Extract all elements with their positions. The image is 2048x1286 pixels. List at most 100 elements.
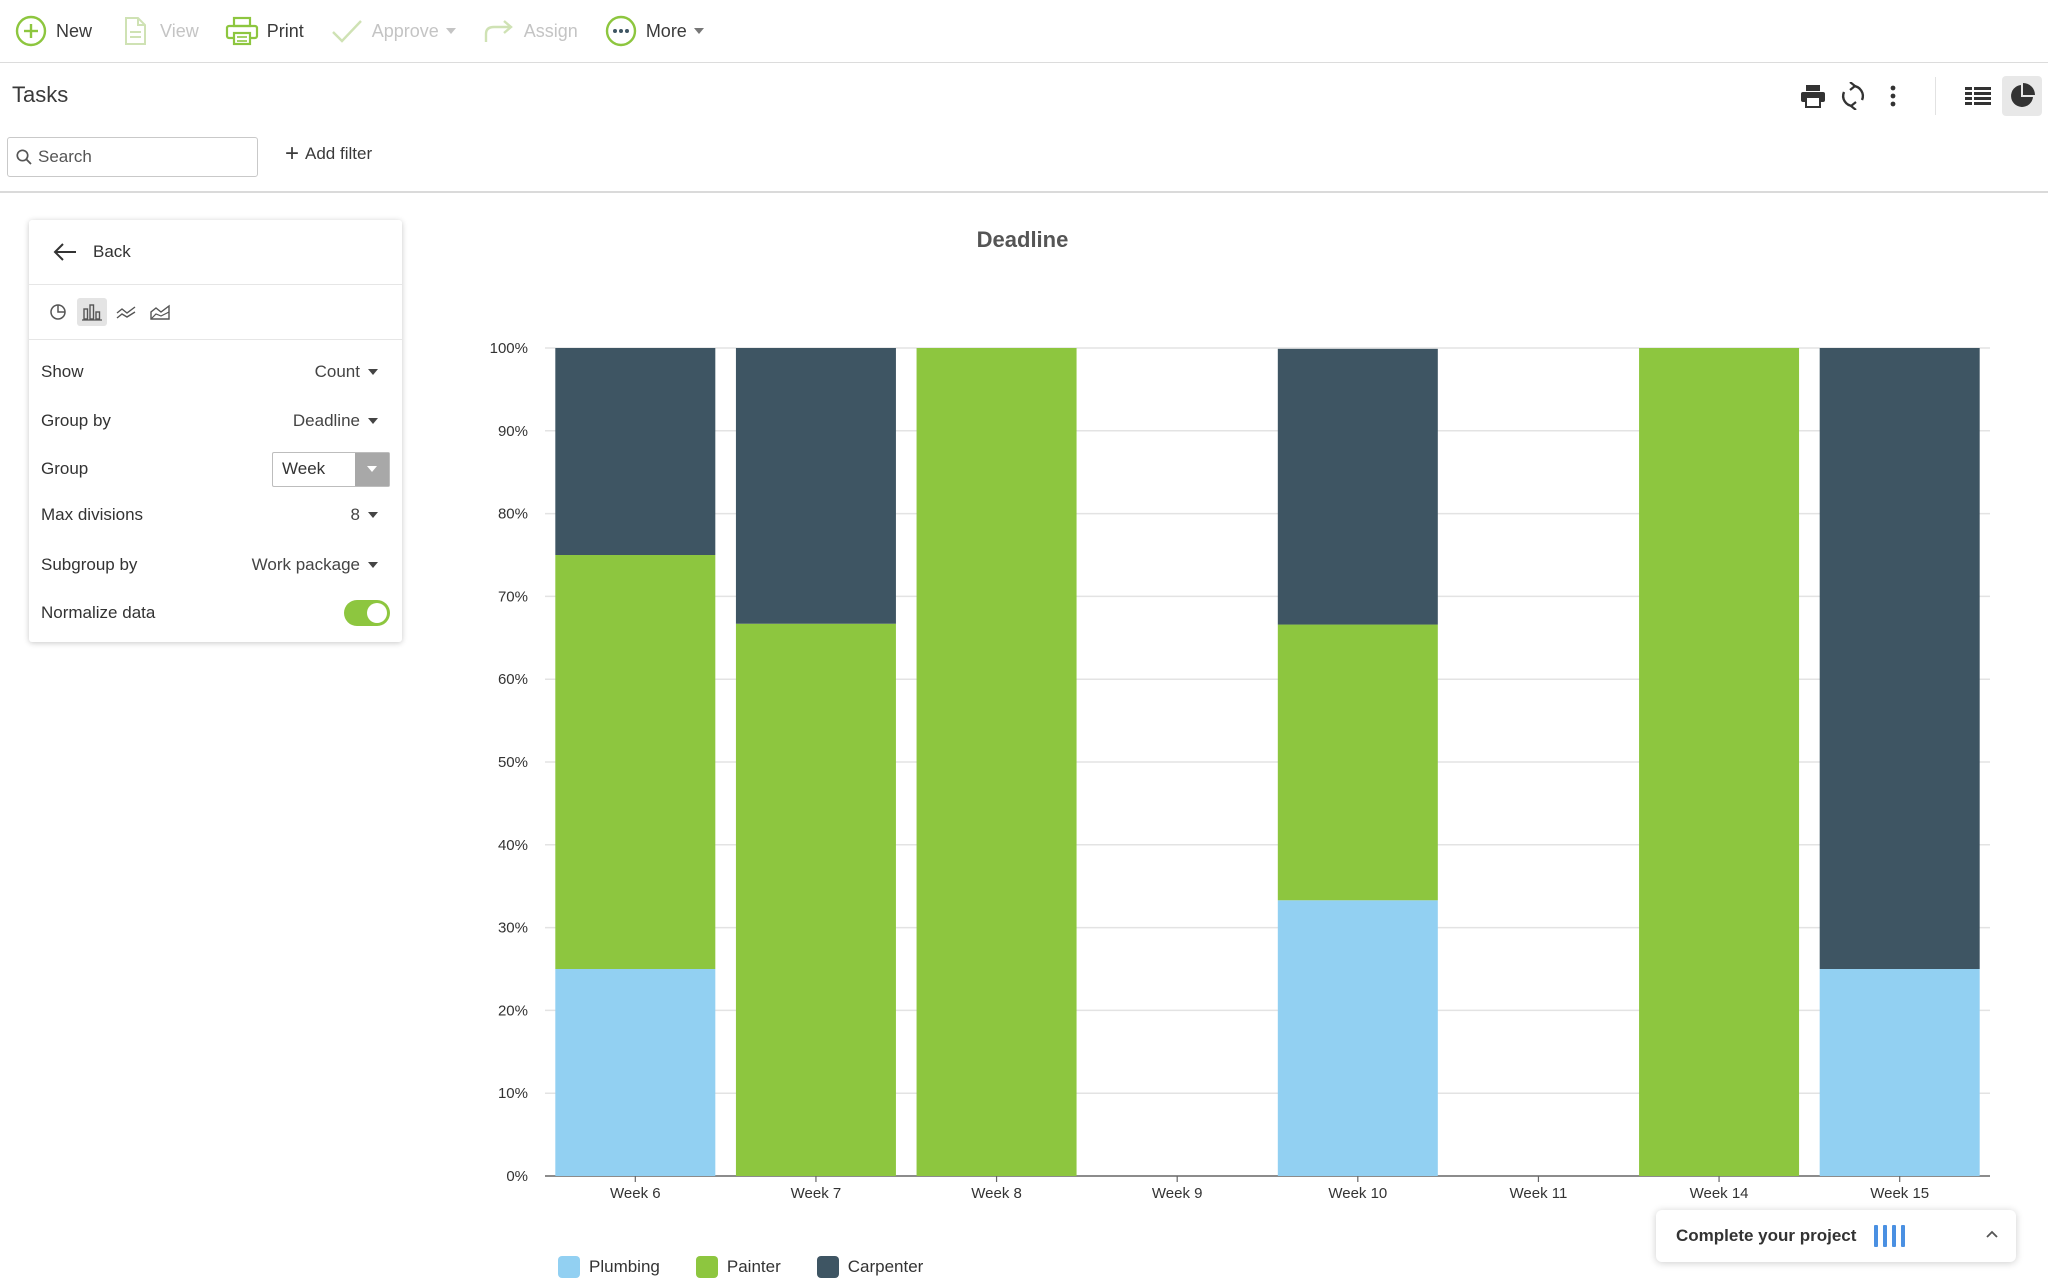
printer-icon <box>1801 85 1825 108</box>
bar-segment <box>735 623 896 1176</box>
page-title: Tasks <box>12 82 69 107</box>
chevron-down-icon <box>693 28 704 34</box>
show-row: Show Count <box>41 357 390 387</box>
y-tick-label: 100% <box>490 340 528 357</box>
vertical-dots-icon <box>1890 85 1896 107</box>
forward-arrow-icon <box>482 14 516 48</box>
line-chart-icon <box>116 306 136 319</box>
search-icon <box>16 149 32 165</box>
group-select[interactable]: Week <box>272 451 390 487</box>
search-input[interactable] <box>38 147 248 167</box>
y-tick-label: 90% <box>498 423 528 440</box>
assign-label: Assign <box>523 20 578 41</box>
y-tick-label: 50% <box>498 754 528 771</box>
plus-circle-icon <box>14 14 48 48</box>
chart-type-bar[interactable] <box>77 298 107 326</box>
assign-button[interactable]: Assign <box>482 11 578 51</box>
list-view-icon <box>1965 87 1991 105</box>
chart-view-button[interactable] <box>2002 76 2042 116</box>
bar-segment <box>555 348 716 555</box>
x-tick-label: Week 15 <box>1870 1185 1929 1202</box>
y-tick-label: 60% <box>498 671 528 688</box>
x-tick-label: Week 8 <box>971 1185 1022 1202</box>
approve-button[interactable]: Approve <box>330 11 456 51</box>
x-tick-label: Week 10 <box>1328 1185 1387 1202</box>
progress-bars-icon <box>1874 1225 1910 1247</box>
header-separator <box>1935 77 1936 115</box>
normalize-label: Normalize data <box>41 603 156 622</box>
bar-segment <box>916 348 1077 1176</box>
chevron-down-icon <box>368 418 378 424</box>
view-button[interactable]: View <box>118 11 199 51</box>
bar-chart-icon <box>82 304 102 321</box>
refresh-button[interactable] <box>1833 76 1873 116</box>
legend-swatch <box>558 1256 580 1278</box>
add-filter-button[interactable]: + Add filter <box>285 140 372 167</box>
legend-label: Plumbing <box>589 1257 660 1276</box>
chart-type-pie[interactable] <box>43 298 73 326</box>
chart-type-line[interactable] <box>111 298 141 326</box>
x-tick-label: Week 11 <box>1510 1185 1568 1202</box>
group-by-label: Group by <box>41 411 111 430</box>
normalize-row: Normalize data <box>41 598 390 628</box>
area-chart-icon <box>150 304 170 320</box>
max-divisions-row: Max divisions 8 <box>41 500 390 530</box>
y-tick-label: 20% <box>498 1002 528 1019</box>
max-divisions-dropdown[interactable]: 8 <box>351 505 378 525</box>
print-button[interactable]: Print <box>225 11 304 51</box>
print-icon-button[interactable] <box>1793 76 1833 116</box>
print-label: Print <box>266 20 304 41</box>
legend-swatch <box>816 1256 839 1278</box>
y-tick-label: 10% <box>498 1085 528 1102</box>
bar-segment <box>555 555 716 969</box>
show-dropdown[interactable]: Count <box>315 362 378 382</box>
more-dots-icon <box>604 14 638 48</box>
chart-type-area[interactable] <box>145 298 175 326</box>
y-tick-label: 80% <box>498 506 528 523</box>
chevron-up-icon[interactable] <box>1984 1226 2000 1247</box>
pie-chart-icon <box>50 304 66 320</box>
select-arrow <box>355 452 389 486</box>
group-label: Group <box>41 459 89 478</box>
chart-area: Deadline 0% 10% 20% 30% 40% 50% 60% 70% 80% 90% 10… <box>420 200 2048 1286</box>
legend-item[interactable]: Plumbing <box>558 1256 660 1278</box>
approve-label: Approve <box>371 20 439 41</box>
bar-segment <box>1277 900 1438 1176</box>
chevron-down-icon <box>368 562 378 568</box>
more-button[interactable]: More <box>604 11 704 51</box>
bar-segment <box>555 969 716 1176</box>
y-tick-label: 40% <box>498 837 528 854</box>
search-box <box>7 137 258 177</box>
document-icon <box>118 14 152 48</box>
printer-icon <box>225 14 259 48</box>
show-label: Show <box>41 362 84 381</box>
normalize-toggle[interactable] <box>344 600 390 626</box>
subgroup-dropdown[interactable]: Work package <box>252 555 378 575</box>
chevron-down-icon <box>368 512 378 518</box>
complete-project-text: Complete your project <box>1676 1226 1857 1245</box>
refresh-icon <box>1841 82 1865 110</box>
x-tick-label: Week 6 <box>610 1185 661 1202</box>
group-by-dropdown[interactable]: Deadline <box>293 411 378 431</box>
back-label: Back <box>93 242 131 261</box>
chevron-down-icon <box>368 369 378 375</box>
legend-label: Carpenter <box>847 1257 924 1276</box>
group-row: Group Week <box>41 451 390 487</box>
legend-swatch <box>695 1256 718 1278</box>
x-tick-label: Week 7 <box>791 1185 842 1202</box>
y-tick-label: 70% <box>498 588 528 605</box>
plus-icon: + <box>285 140 300 167</box>
legend-item[interactable]: Carpenter <box>816 1256 924 1278</box>
x-tick-label: Week 14 <box>1690 1185 1749 1202</box>
subgroup-label: Subgroup by <box>41 555 138 574</box>
pie-chart-icon <box>2011 83 2035 107</box>
view-label: View <box>160 20 199 41</box>
back-button[interactable]: Back <box>29 220 402 285</box>
legend-item[interactable]: Painter <box>695 1256 781 1278</box>
new-button[interactable]: New <box>14 11 92 51</box>
list-view-button[interactable] <box>1958 76 1998 116</box>
more-options-button[interactable] <box>1873 76 1913 116</box>
x-tick-label: Week 9 <box>1152 1185 1203 1202</box>
chevron-down-icon <box>445 28 456 34</box>
complete-project-widget[interactable]: Complete your project <box>1656 1210 2016 1262</box>
